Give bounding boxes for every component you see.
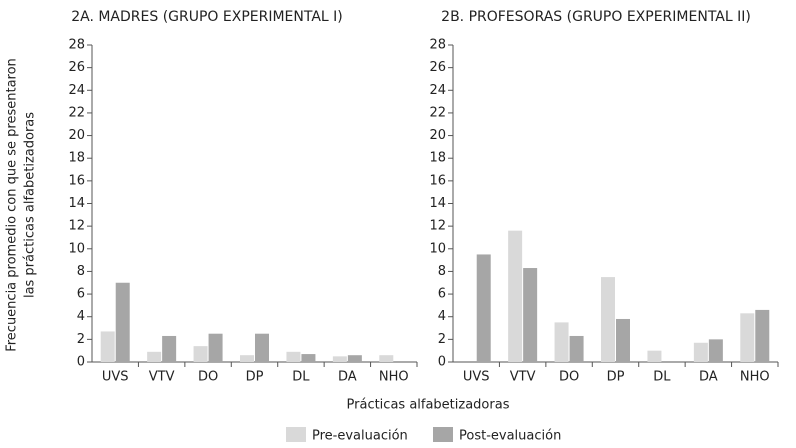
x-tick-label: DA [338, 370, 357, 385]
x-tick-label: UVS [102, 370, 129, 385]
bar [255, 333, 269, 362]
x-tick-label: NHO [379, 370, 409, 385]
y-axis-label: las prácticas alfabetizadoras [23, 112, 38, 298]
y-tick-label: 6 [77, 287, 85, 302]
y-tick-label: 14 [429, 196, 446, 211]
x-tick-label: UVS [463, 370, 490, 385]
y-tick-label: 16 [68, 173, 85, 188]
bar [616, 318, 630, 362]
y-tick-label: 0 [77, 355, 85, 370]
chart-title: 2B. PROFESORAS (GRUPO EXPERIMENTAL II) [441, 9, 751, 25]
bar [755, 309, 770, 362]
x-tick-label: VTV [149, 370, 175, 385]
bar [554, 322, 569, 362]
bar [523, 268, 538, 362]
bar [147, 351, 162, 362]
x-tick-label: DL [292, 370, 310, 385]
y-tick-label: 10 [429, 241, 446, 256]
bar [301, 354, 316, 362]
y-tick-label: 22 [68, 105, 85, 120]
y-tick-label: 8 [77, 264, 85, 279]
y-tick-label: 4 [438, 309, 446, 324]
y-tick-label: 26 [429, 60, 446, 75]
y-tick-label: 8 [438, 264, 446, 279]
x-tick-label: DP [246, 370, 264, 385]
bar [647, 350, 662, 362]
y-tick-label: 2 [77, 332, 85, 347]
y-tick-label: 18 [429, 151, 446, 166]
y-tick-label: 12 [68, 219, 85, 234]
y-tick-label: 20 [68, 128, 85, 143]
bar [193, 346, 208, 362]
x-tick-label: DL [653, 370, 671, 385]
bar [601, 277, 615, 362]
x-tick-label: DO [559, 370, 579, 385]
y-tick-label: 28 [68, 38, 85, 53]
y-tick-label: 14 [68, 196, 85, 211]
y-tick-label: 6 [438, 287, 446, 302]
y-tick-label: 12 [429, 219, 446, 234]
bar [508, 230, 523, 362]
y-tick-label: 18 [68, 151, 85, 166]
y-tick-label: 4 [77, 309, 85, 324]
bar [569, 335, 584, 362]
y-tick-label: 16 [429, 173, 446, 188]
y-tick-label: 28 [429, 38, 446, 53]
y-axis-label: Frecuencia promedio con que se presentar… [5, 58, 20, 352]
bar [115, 282, 130, 362]
y-tick-label: 10 [68, 241, 85, 256]
bar [332, 356, 347, 362]
chart-title: 2A. MADRES (GRUPO EXPERIMENTAL I) [71, 9, 343, 25]
legend-swatch [433, 427, 453, 442]
legend-label: Pre-evaluación [312, 429, 408, 444]
x-axis-label: Prácticas alfabetizadoras [347, 398, 510, 413]
y-tick-label: 24 [429, 83, 446, 98]
bar [476, 254, 491, 362]
y-tick-label: 20 [429, 128, 446, 143]
bar [286, 351, 301, 362]
y-tick-label: 26 [68, 60, 85, 75]
bar [240, 355, 254, 362]
bar [162, 335, 177, 362]
x-tick-label: DO [198, 370, 218, 385]
bar [347, 355, 362, 362]
bar [693, 342, 708, 362]
bar [379, 355, 394, 362]
x-tick-label: DP [607, 370, 625, 385]
bar [100, 331, 115, 362]
legend-swatch [286, 427, 306, 442]
bar [708, 339, 723, 362]
bar [740, 313, 755, 362]
x-tick-label: NHO [740, 370, 770, 385]
x-tick-label: DA [699, 370, 718, 385]
x-tick-label: VTV [510, 370, 536, 385]
bar [208, 333, 223, 362]
y-tick-label: 24 [68, 83, 85, 98]
legend-label: Post-evaluación [459, 429, 561, 444]
y-tick-label: 0 [438, 355, 446, 370]
y-tick-label: 2 [438, 332, 446, 347]
y-tick-label: 22 [429, 105, 446, 120]
